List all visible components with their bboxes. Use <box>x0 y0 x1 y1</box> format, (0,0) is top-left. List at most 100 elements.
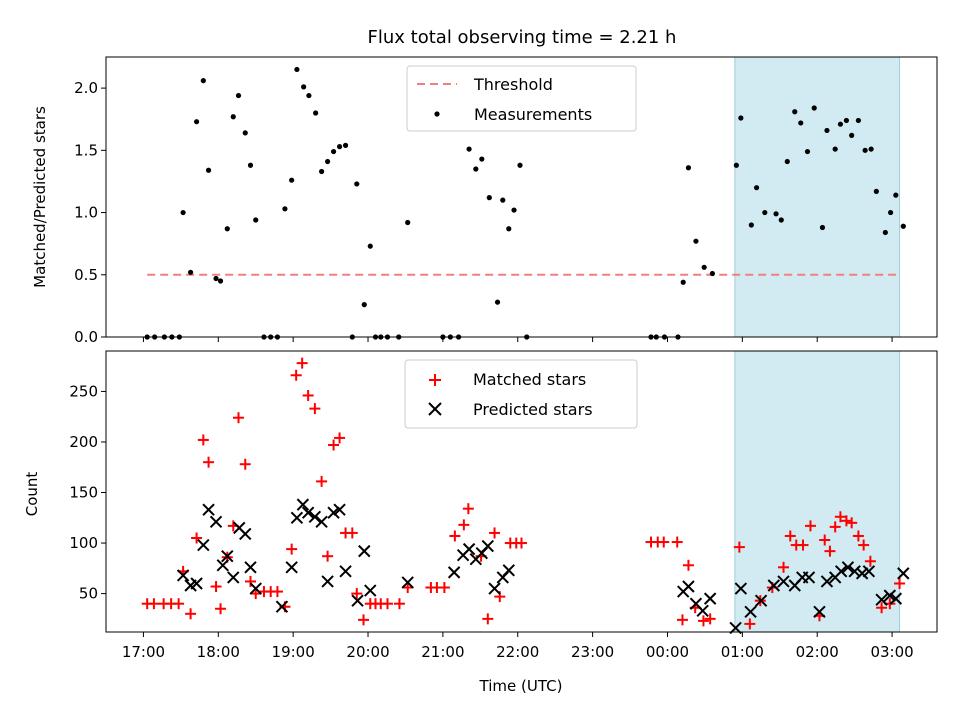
matched-star-point <box>290 369 302 381</box>
predicted-star-point <box>734 582 748 595</box>
predicted-star-point <box>703 592 717 605</box>
x-tick-label: 21:00 <box>421 643 464 661</box>
predicted-star-point <box>358 544 371 558</box>
predicted-star-point <box>744 605 757 618</box>
predicted-star-point <box>197 538 210 552</box>
matched-star-point <box>858 539 870 551</box>
measurement-point <box>792 109 798 115</box>
top-plot-frame <box>105 56 938 338</box>
matched-star-point <box>840 515 852 527</box>
legend-predicted-label: Predicted stars <box>473 400 593 419</box>
matched-star-point <box>322 550 334 562</box>
predicted-star-point <box>244 561 257 574</box>
measurement-point <box>486 195 492 201</box>
x-tick-label: 01:00 <box>721 643 764 661</box>
measurement-point <box>773 211 779 217</box>
predicted-star-point <box>321 575 334 588</box>
x-tick-label: 02:00 <box>796 643 839 661</box>
matched-star-point <box>302 389 314 401</box>
measurement-point <box>361 302 367 308</box>
measurement-point <box>494 299 501 305</box>
measurement-point <box>685 165 692 171</box>
top-y-tick-label: 2.0 <box>74 79 98 97</box>
matched-star-point <box>482 613 494 625</box>
measurement-point <box>784 158 790 165</box>
matched-star-point <box>658 536 670 548</box>
predicted-star-point <box>754 594 768 607</box>
measurement-point <box>753 185 760 191</box>
matched-star-point <box>784 530 796 542</box>
matched-star-point <box>148 598 160 610</box>
predicted-star-point <box>209 515 223 529</box>
predicted-star-point <box>447 566 461 579</box>
matched-star-point <box>233 412 245 424</box>
matched-star-point <box>296 357 308 369</box>
matched-star-point <box>676 614 688 626</box>
predicted-star-point <box>834 565 848 578</box>
predicted-star-point <box>777 575 790 588</box>
matched-star-point <box>852 530 864 542</box>
legend-matched-label: Matched stars <box>473 370 586 389</box>
predicted-star-point <box>315 515 328 529</box>
matched-star-point <box>778 561 790 573</box>
bottom-y-tick-label: 100 <box>69 534 98 552</box>
measurement-point <box>506 226 512 232</box>
measurement-point <box>217 278 224 284</box>
matched-star-point <box>393 598 405 610</box>
top-y-tick-label: 1.0 <box>74 204 98 222</box>
measurement-point <box>762 209 768 216</box>
measurement-point <box>855 117 861 124</box>
measurement-point <box>832 146 838 152</box>
matched-star-point <box>203 456 215 468</box>
x-tick-label: 20:00 <box>346 643 389 661</box>
measurement-point <box>319 168 325 175</box>
measurement-point <box>893 192 899 198</box>
matched-star-point <box>834 511 846 523</box>
predicted-star-point <box>841 561 855 574</box>
measurement-point <box>873 188 879 194</box>
x-tick-label: 19:00 <box>272 643 315 661</box>
predicted-star-point <box>696 604 709 617</box>
measurement-point <box>325 158 331 165</box>
measurement-point <box>306 92 312 99</box>
top-y-tick-label: 0.5 <box>74 266 98 284</box>
matched-star-point <box>286 543 298 555</box>
matched-star-point <box>271 586 283 598</box>
predicted-star-point <box>249 582 262 595</box>
top-y-axis: 0.0 0.5 1.0 1.5 2.0 <box>74 79 106 346</box>
measurement-point <box>868 146 874 152</box>
bottom-y-axis: 50 100 150 200 250 <box>69 382 106 603</box>
measurement-point <box>466 146 472 152</box>
predicted-star-point <box>327 506 340 519</box>
predicted-star-point <box>855 567 869 580</box>
predicted-star-point <box>296 498 310 511</box>
legend-matched-swatch <box>429 374 441 386</box>
matched-star-point <box>449 530 461 542</box>
matched-star-point <box>215 603 227 615</box>
matched-star-point <box>829 521 841 533</box>
measurement-point <box>693 238 699 244</box>
predicted-star-point <box>285 561 298 574</box>
bottom-panel: 50 100 150 200 250 17:00 18:00 19:00 20:00 21:00… <box>23 350 938 695</box>
predicted-star-point <box>889 592 903 605</box>
matched-star-point <box>733 541 745 553</box>
predicted-star-point <box>401 576 414 589</box>
measurement-point <box>709 270 716 277</box>
measurement-point <box>213 275 219 282</box>
matched-star-point <box>876 602 888 614</box>
predicted-star-point <box>364 584 377 597</box>
measurement-point <box>242 130 248 136</box>
top-highlight-span <box>734 56 901 338</box>
predicted-star-point <box>481 539 495 553</box>
measurement-point <box>701 264 707 270</box>
measurement-point <box>733 162 739 168</box>
bottom-y-tick-label: 150 <box>69 484 98 502</box>
legend-threshold-label: Threshold <box>473 75 553 94</box>
predicted-star-point <box>290 511 304 524</box>
matched-star-point <box>489 527 501 539</box>
top-legend: Threshold Measurements <box>406 65 637 132</box>
measurement-point <box>301 84 307 90</box>
measurement-point <box>517 162 523 168</box>
measurement-point <box>289 177 295 183</box>
predicted-star-point <box>767 579 781 592</box>
